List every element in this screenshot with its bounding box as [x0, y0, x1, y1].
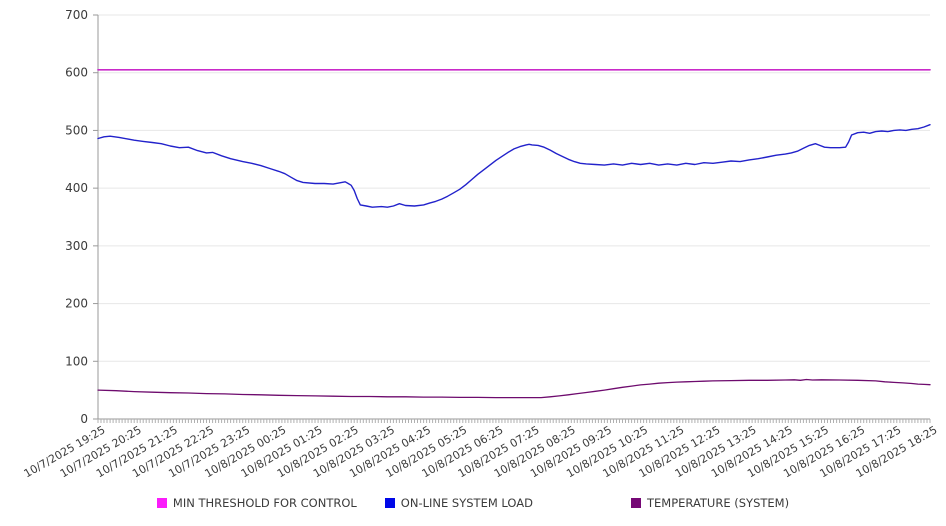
y-tick-label: 500 — [65, 123, 88, 137]
y-tick-label: 600 — [65, 66, 88, 80]
y-tick-label: 400 — [65, 181, 88, 195]
legend-swatch-icon — [384, 498, 395, 508]
legend-label: MIN THRESHOLD FOR CONTROL — [172, 496, 357, 510]
y-tick-label: 0 — [80, 412, 88, 426]
y-tick-label: 300 — [65, 239, 88, 253]
y-tick-label: 200 — [65, 297, 88, 311]
legend-item-0[interactable]: MIN THRESHOLD FOR CONTROL — [156, 496, 357, 510]
legend-swatch-icon — [156, 498, 167, 508]
legend-label: ON-LINE SYSTEM LOAD — [400, 496, 533, 510]
x-minor-ticks — [97, 419, 931, 423]
chart-legend: MIN THRESHOLD FOR CONTROL ON-LINE SYSTEM … — [0, 496, 946, 510]
legend-item-2[interactable]: TEMPERATURE (SYSTEM) — [631, 496, 789, 510]
series-line-2 — [97, 378, 931, 399]
series-line-1 — [97, 123, 931, 208]
legend-label: TEMPERATURE (SYSTEM) — [647, 496, 790, 510]
legend-swatch-icon — [631, 498, 641, 508]
y-tick-label: 100 — [65, 354, 88, 368]
y-tick-label: 700 — [65, 8, 88, 22]
legend-item-1[interactable]: ON-LINE SYSTEM LOAD — [384, 496, 533, 510]
